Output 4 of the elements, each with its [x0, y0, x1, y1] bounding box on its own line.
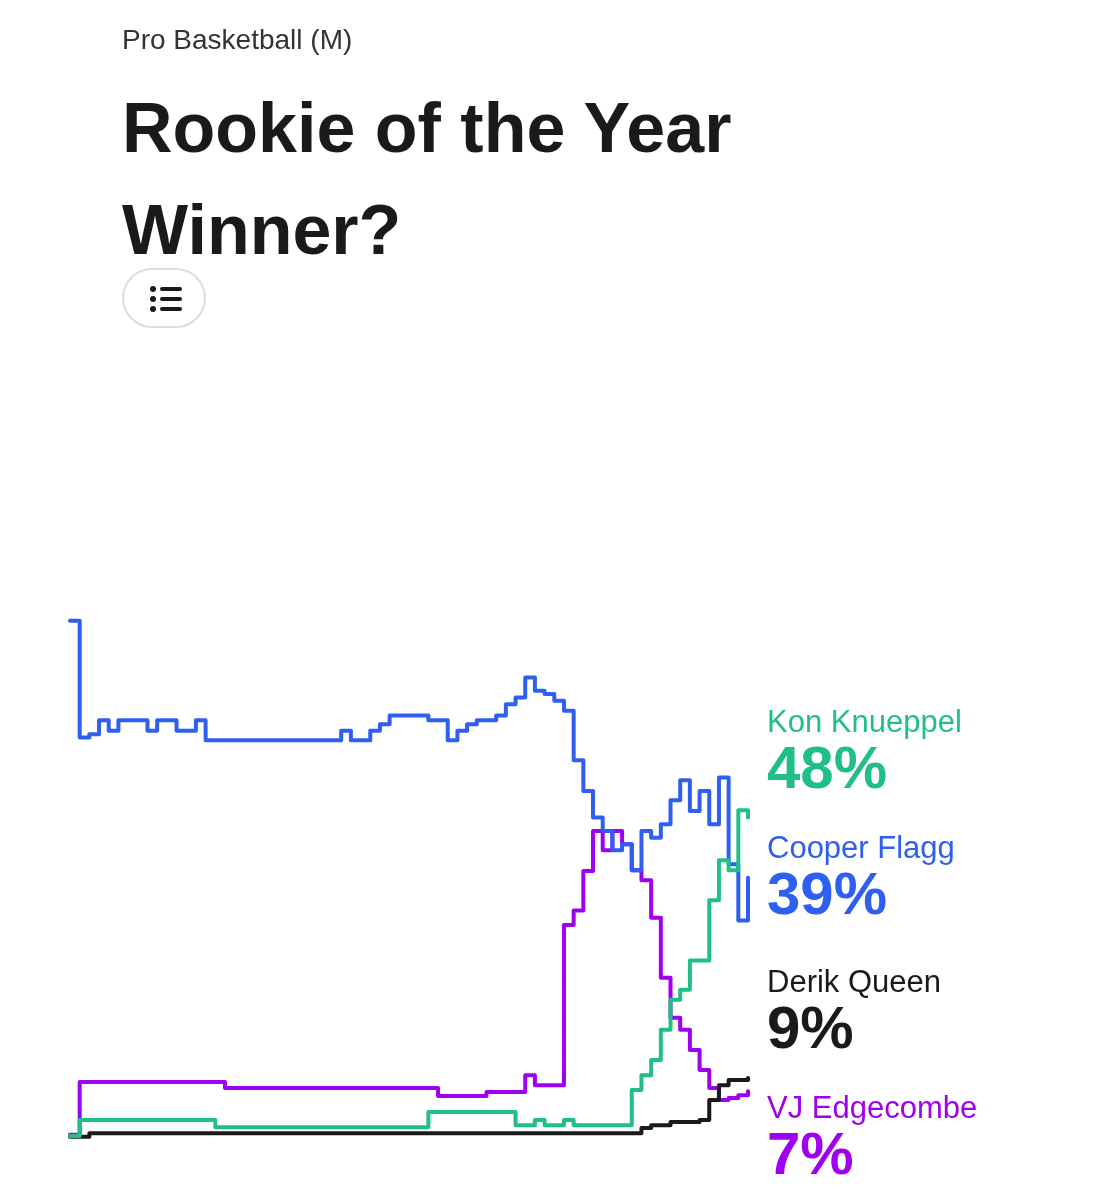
chart-subtitle: Pro Basketball (M): [122, 24, 353, 56]
series-label: VJ Edgecombe: [767, 1089, 978, 1125]
series-label: Cooper Flagg: [767, 829, 955, 865]
chart-title: Rookie of the Year Winner?: [122, 88, 733, 271]
